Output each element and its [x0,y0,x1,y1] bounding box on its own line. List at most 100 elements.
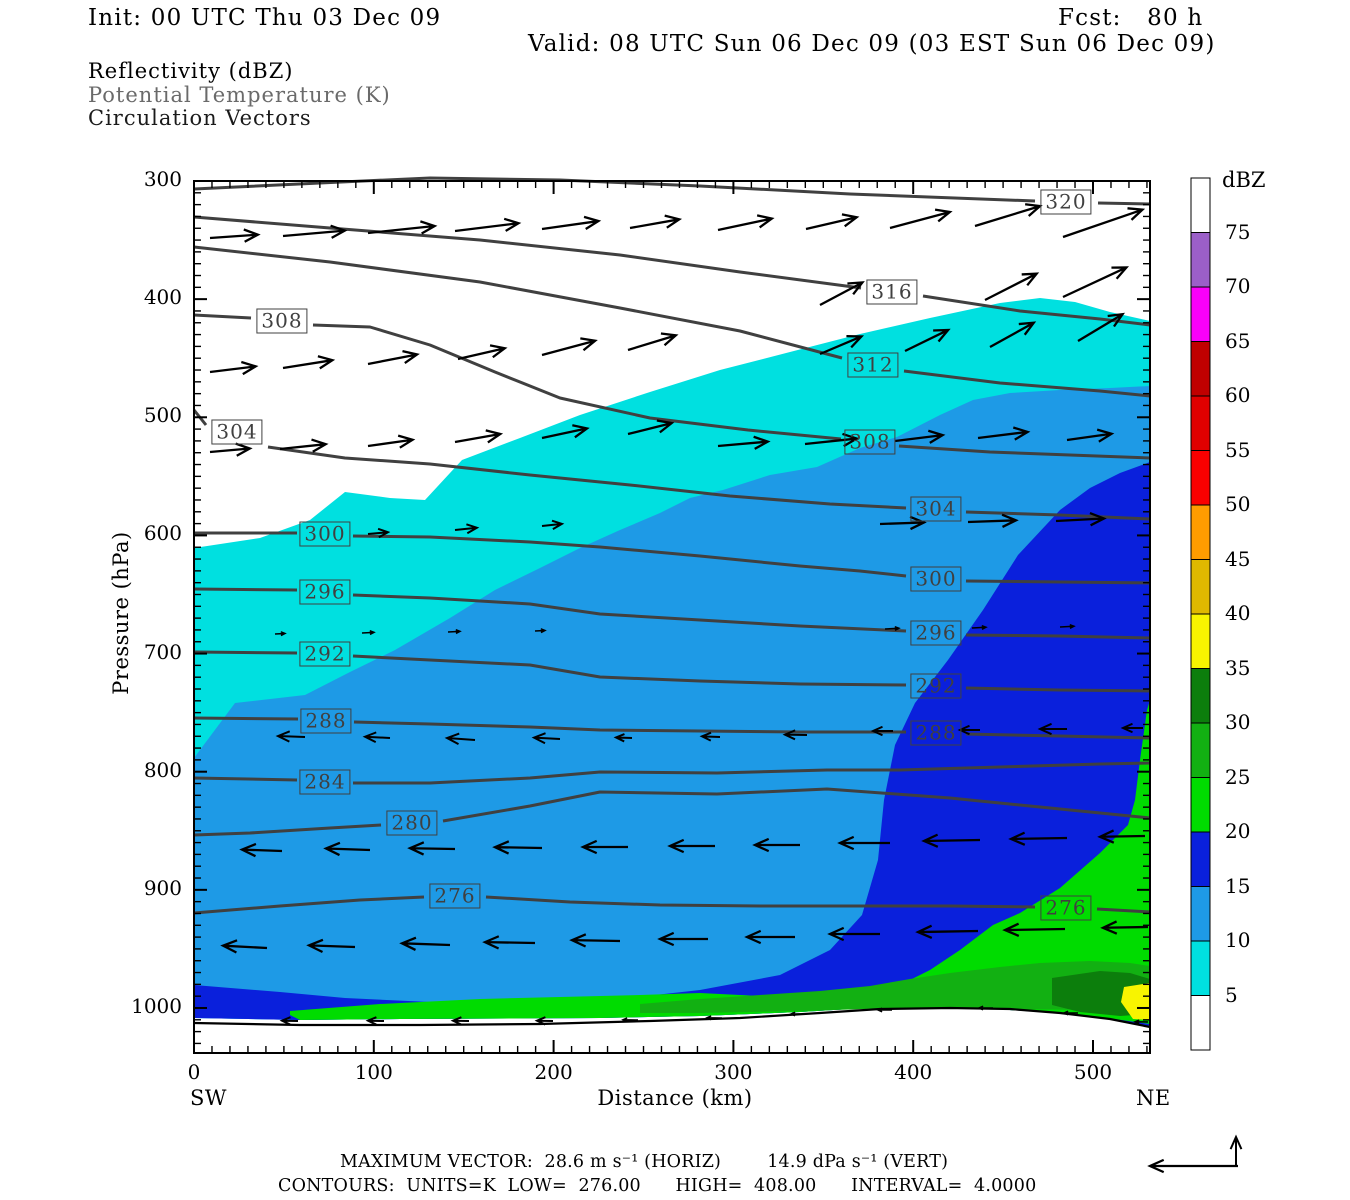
theta-contour-280 [193,823,382,837]
theta-contour-312 [903,369,1151,398]
circulation-vector-arrow [407,841,456,856]
reference-vector-arrow [1147,1158,1238,1174]
circulation-vector-arrow [1008,831,1068,846]
circulation-vector-arrow [1062,266,1129,299]
circulation-vector-arrow [967,513,1019,528]
circulation-vector-arrow [282,224,348,239]
colorbar-cell [1190,722,1211,778]
theta-contour-308 [193,313,252,320]
circulation-vector-arrow [541,519,565,530]
circulation-vector-arrow [1002,922,1066,937]
circulation-vector-arrow [977,1005,993,1011]
circulation-vector-arrow [705,1015,723,1021]
circulation-vector-arrow [450,1016,470,1026]
circulation-vector-arrow [1037,722,1067,736]
circulation-vector-arrow [884,625,901,631]
circulation-vector-arrow [627,419,675,436]
circulation-vector-arrow [279,438,329,453]
theta-contour-316 [922,294,1151,327]
circulation-vector-arrow [361,630,376,636]
circulation-vector-arrow [789,1011,806,1017]
circulation-vector-arrow [977,426,1031,441]
colorbar-cell [1190,613,1211,669]
circulation-vector-arrow [984,272,1040,302]
circulation-vector-arrow [782,729,808,741]
colorbar-cell [1190,995,1211,1051]
circulation-vector-arrow [306,938,356,954]
field-label-potential-temperature: Potential Temperature (K) [88,83,391,107]
circulation-vector-arrow [805,213,860,231]
circulation-vector-arrow [323,841,371,857]
circulation-vector-arrow [239,842,283,858]
circulation-vector-arrow [915,924,979,939]
circulation-vector-arrow [827,926,880,942]
reflectivity-fill-35dbz [1121,983,1150,1020]
circulation-vector-arrow [1066,428,1115,443]
colorbar-cell [1190,450,1211,506]
circulation-vector-arrow [580,839,628,855]
circulation-vector-arrow [1100,920,1149,935]
circulation-vector-arrow [752,837,800,853]
circulation-vector-arrow [1077,312,1125,342]
theta-contour-304 [965,510,1151,521]
theta-contour-296 [965,633,1151,640]
circulation-vector-arrow [1120,722,1143,734]
circulation-vector-arrow [482,935,536,950]
theta-contour-284 [193,776,298,782]
theta-contour-304 [267,445,907,510]
colorbar-cell [1190,777,1211,833]
theta-contour-276 [485,895,1036,909]
circulation-vector-arrow [971,624,988,630]
circulation-vector-arrow [541,215,602,231]
colorbar-cell [1190,341,1211,397]
circulation-vector-arrow [744,929,795,945]
circulation-vector-arrow [1055,512,1107,527]
circulation-vector-arrow [275,730,306,743]
reflectivity-fill-15dbz [194,462,1150,1026]
theta-contour-276 [193,895,425,915]
theta-contour-296 [352,593,907,633]
circulation-vector-arrow [1133,1019,1149,1025]
circulation-vector-arrow [819,281,865,307]
theta-contour-308 [312,323,842,441]
circulation-vector-arrow [921,833,981,848]
colorbar-cell [1190,831,1211,887]
theta-contour-280 [442,787,1151,823]
surface-line [193,1006,1151,1029]
circulation-vector-arrow [367,434,416,449]
circulation-vector-arrow [989,321,1037,349]
circulation-vector-arrow [209,360,259,376]
colorbar-cell [1190,668,1211,724]
circulation-vector-arrow [367,220,438,235]
circulation-vector-arrow [454,217,522,233]
circulation-vector-arrow [569,933,621,948]
theta-contour-292 [193,650,298,655]
circulation-vector-arrow [657,931,708,947]
circulation-vector-arrow [444,732,476,746]
circulation-vector-arrow [534,1016,554,1026]
circulation-vector-arrow [876,1007,892,1013]
circulation-vector-arrow [957,724,980,736]
circulation-vector-arrow [613,733,633,743]
forecast-hour-label: Fcst: 80 h [1058,5,1204,31]
colorbar-cell [1190,395,1211,451]
circulation-vector-arrow [220,939,268,954]
circulation-vector-arrow [279,1016,299,1026]
circulation-vector-arrow [282,355,336,370]
plot-frame [193,180,1151,1054]
circulation-vector-arrow [541,424,590,440]
circulation-vector-arrow [717,435,771,450]
theta-contour-316 [193,215,862,290]
circulation-vector-arrow [367,527,391,539]
reference-vector-arrow [1229,1134,1243,1166]
theta-contour-312 [193,245,843,360]
circulation-vector-arrow [699,731,721,742]
theta-contour-292 [352,654,907,687]
theta-contour-288 [965,732,1151,740]
circulation-vector-arrow [870,725,893,737]
theta-contour-276 [1096,907,1151,914]
circulation-vector-arrow [621,1017,639,1023]
circulation-vector-arrow [457,344,508,361]
theta-contour-300 [965,579,1151,585]
colorbar-cell [1190,559,1211,615]
